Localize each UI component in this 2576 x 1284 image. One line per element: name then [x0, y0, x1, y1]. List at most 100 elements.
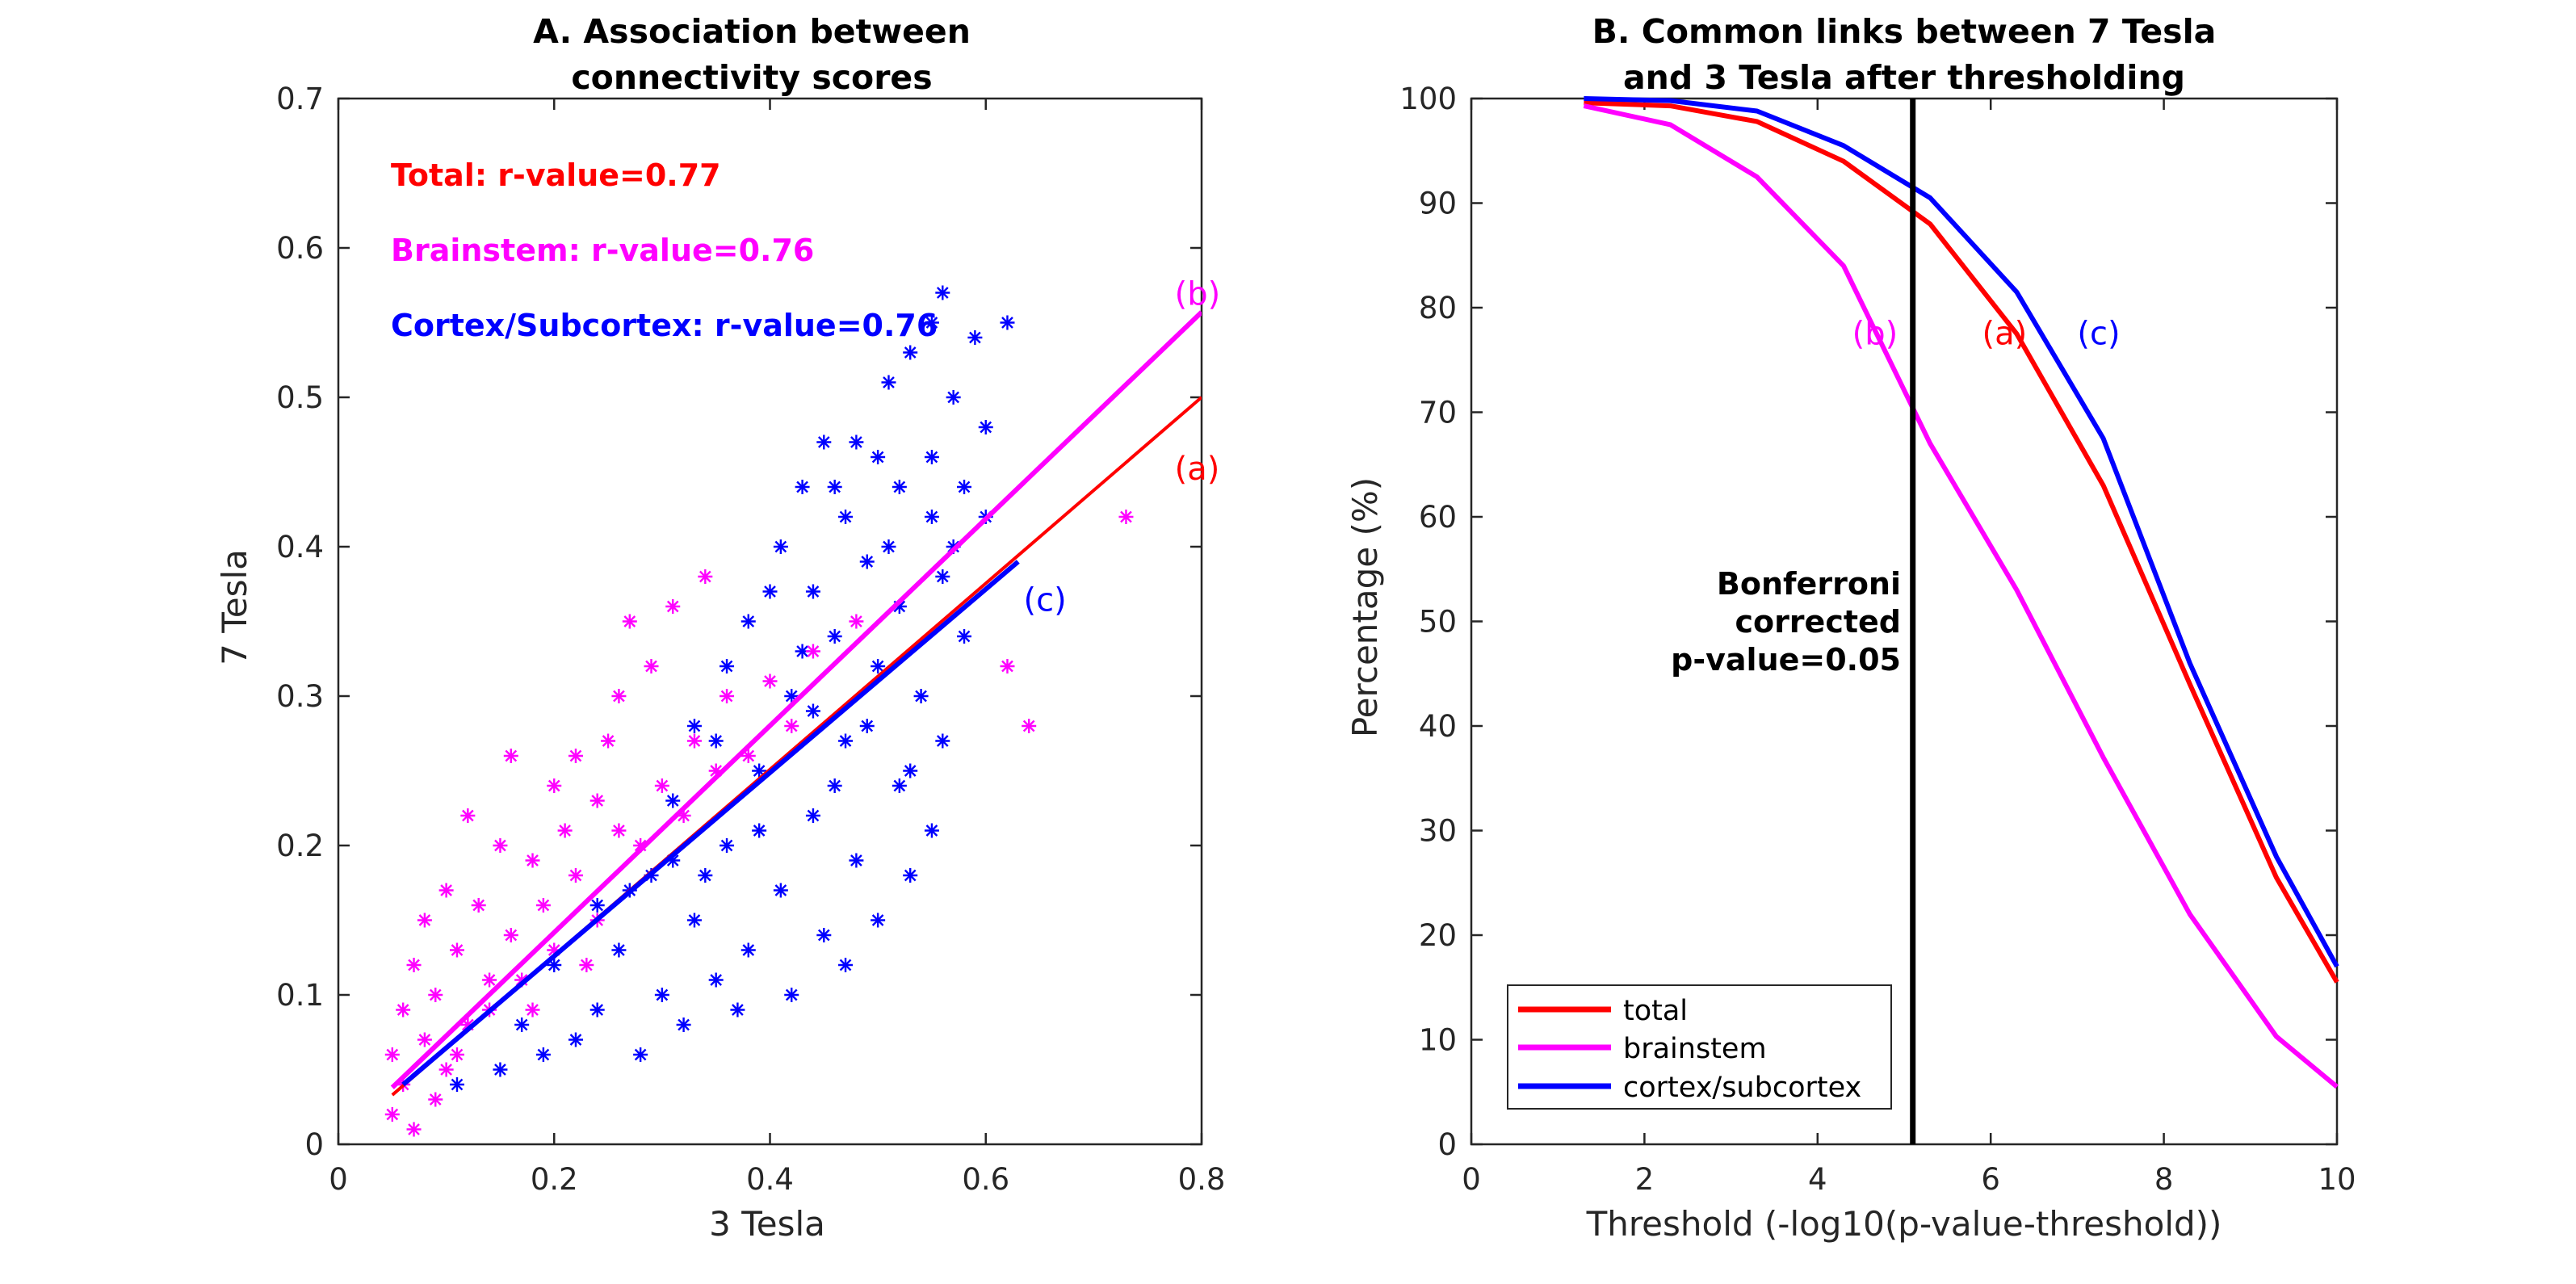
panel-b-y-axis-label: Percentage (%)	[1345, 477, 1385, 737]
scatter-point-brainstem	[1000, 659, 1015, 673]
scatter-point-cortex-subcortex	[633, 1047, 648, 1062]
scatter-point-cortex-subcortex	[946, 390, 961, 405]
scatter-point-cortex-subcortex	[913, 689, 929, 703]
scatter-point-brainstem	[493, 838, 508, 853]
panel-a-title-line-2: connectivity scores	[571, 58, 932, 97]
panel-b-title-line-1: B. Common links between 7 Tesla	[1592, 12, 2217, 51]
panel-a-annotation: (a)	[1175, 451, 1220, 488]
scatter-point-cortex-subcortex	[903, 763, 918, 778]
panel-a-x-tick-label: 0.2	[531, 1162, 578, 1197]
scatter-point-brainstem	[1022, 719, 1037, 733]
panel-a-y-tick-label: 0.3	[276, 679, 324, 714]
scatter-point-brainstem	[762, 673, 778, 689]
scatter-point-cortex-subcortex	[859, 719, 875, 733]
scatter-point-cortex-subcortex	[773, 883, 788, 898]
scatter-point-cortex-subcortex	[957, 480, 972, 494]
scatter-point-brainstem	[720, 689, 735, 703]
scatter-point-brainstem	[535, 898, 551, 913]
scatter-point-brainstem	[805, 644, 820, 659]
series-line-brainstem	[1583, 103, 2339, 1089]
panel-a-x-axis-label: 3 Tesla	[709, 1204, 825, 1244]
scatter-point-cortex-subcortex	[589, 898, 605, 913]
scatter-point-brainstem	[611, 823, 627, 838]
panel-a-y-tick-label: 0.1	[276, 978, 324, 1013]
scatter-point-cortex-subcortex	[957, 629, 972, 644]
panel-b-legend: total brainstem cortex/subcortex	[1507, 984, 1892, 1110]
scatter-point-cortex-subcortex	[903, 345, 918, 360]
scatter-point-cortex-subcortex	[967, 330, 983, 345]
scatter-point-brainstem	[503, 749, 518, 763]
scatter-point-brainstem	[449, 1047, 464, 1062]
panel-a-annotation: (b)	[1175, 275, 1221, 313]
legend-label-cortex-subcortex: cortex/subcortex	[1623, 1072, 1861, 1104]
scatter-point-cortex-subcortex	[935, 569, 950, 584]
scatter-point-brainstem	[525, 1002, 540, 1018]
panel-a-plot-area: (a) (b) (c)	[337, 97, 1221, 1146]
scatter-point-cortex-subcortex	[838, 958, 854, 972]
panel-b-y-tick-label: 40	[1419, 709, 1457, 744]
scatter-point-cortex-subcortex	[720, 659, 735, 673]
scatter-point-cortex-subcortex	[892, 778, 907, 793]
scatter-point-brainstem	[1118, 510, 1134, 524]
scatter-point-brainstem	[396, 1002, 411, 1018]
scatter-point-brainstem	[417, 913, 432, 928]
series-line-total	[1584, 100, 2339, 984]
scatter-point-brainstem	[482, 972, 497, 988]
scatter-point-brainstem	[406, 958, 422, 972]
scatter-point-cortex-subcortex	[871, 450, 886, 464]
panel-b-x-tick-label: 4	[1808, 1162, 1827, 1197]
scatter-point-cortex-subcortex	[449, 1077, 464, 1092]
scatter-point-cortex-subcortex	[676, 1018, 691, 1032]
panel-b-y-tick-label: 90	[1419, 187, 1457, 221]
scatter-point-cortex-subcortex	[805, 703, 820, 719]
scatter-point-cortex-subcortex	[978, 420, 993, 434]
fit-line-brainstem	[390, 310, 1202, 1089]
panel-a-x-tick-label: 0.8	[1178, 1162, 1226, 1197]
scatter-point-brainstem	[686, 733, 702, 749]
panel-b-annotation: (c)	[2077, 315, 2120, 352]
panel-b-y-tick-label: 80	[1419, 291, 1457, 325]
panel-b-y-tick-label: 70	[1419, 396, 1457, 430]
scatter-point-cortex-subcortex	[708, 972, 724, 988]
scatter-point-brainstem	[471, 898, 486, 913]
panel-b-x-tick-label: 10	[2318, 1162, 2356, 1197]
scatter-point-brainstem	[568, 749, 583, 763]
scatter-point-cortex-subcortex	[881, 539, 896, 554]
scatter-series-brainstem	[384, 510, 1134, 1137]
panel-b-x-tick-label: 0	[1462, 1162, 1481, 1197]
scatter-point-brainstem	[438, 883, 454, 898]
panel-a-y-tick-label: 0.2	[276, 829, 324, 863]
scatter-point-cortex-subcortex	[795, 480, 810, 494]
scatter-point-cortex-subcortex	[816, 434, 832, 450]
panel-a-x-tick-label: 0.6	[962, 1162, 1009, 1197]
panel-b-y-tick-label: 20	[1419, 918, 1457, 953]
panel-a-data	[384, 285, 1202, 1137]
scatter-point-cortex-subcortex	[805, 808, 820, 823]
scatter-point-cortex-subcortex	[838, 510, 854, 524]
scatter-point-brainstem	[589, 793, 605, 808]
panel-a-y-tick-label: 0	[304, 1127, 324, 1162]
scatter-point-cortex-subcortex	[773, 539, 788, 554]
scatter-point-brainstem	[849, 614, 864, 629]
panel-a-tick-labels: 0 0.2 0.4 0.6 0.8 0 0.1 0.2 0.3 0.4 0.5 0.6 0.7	[276, 82, 1225, 1197]
panel-b-y-tick-label: 50	[1419, 605, 1457, 640]
scatter-point-brainstem	[428, 988, 443, 1002]
scatter-series-cortex-subcortex	[449, 285, 1015, 1092]
panel-a-y-tick-label: 0.7	[276, 82, 324, 116]
scatter-point-cortex-subcortex	[708, 733, 724, 749]
scatter-point-cortex-subcortex	[924, 450, 939, 464]
panel-b-x-tick-label: 2	[1635, 1162, 1655, 1197]
panel-b-vline-label-line-3: p-value=0.05	[1671, 642, 1901, 678]
scatter-point-cortex-subcortex	[493, 1062, 508, 1077]
scatter-point-brainstem	[611, 689, 627, 703]
panel-b-vline-label-line-2: corrected	[1735, 604, 1901, 640]
scatter-point-brainstem	[417, 1032, 432, 1047]
scatter-point-brainstem	[449, 942, 464, 958]
scatter-point-brainstem	[525, 853, 540, 868]
scatter-point-cortex-subcortex	[730, 1002, 745, 1018]
scatter-point-brainstem	[654, 778, 669, 793]
panel-a-stat-cortex-subcortex: Cortex/Subcortex: r-value=0.76	[391, 308, 938, 343]
scatter-point-brainstem	[428, 1092, 443, 1107]
